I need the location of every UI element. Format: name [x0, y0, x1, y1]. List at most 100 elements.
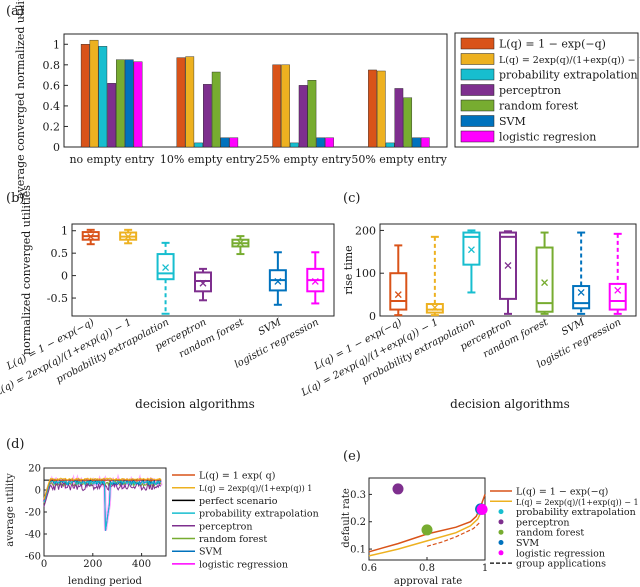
- panel-c-box: [608, 282, 627, 311]
- panel-c-mean-marker: [577, 289, 585, 296]
- panel-a-xtick-label: 10% empty entry: [160, 153, 256, 166]
- panel-a-bar: [211, 71, 221, 148]
- panel-label-c: (c): [343, 191, 360, 206]
- panel-e-xtick-label: 1: [482, 563, 488, 574]
- panel-b-mean-marker: [199, 279, 207, 287]
- panel-e-curve: [368, 509, 483, 557]
- panel-a-legend-label: random forest: [499, 100, 579, 113]
- panel-a-bar: [89, 39, 99, 148]
- panel-e-legend-label: perceptron: [516, 517, 569, 528]
- panel-c-mean-marker: [431, 303, 439, 311]
- panel-a-xtick-label: 50% empty entry: [351, 153, 447, 166]
- panel-a-bar: [176, 57, 186, 148]
- panel-e-ytick-label: 0.1: [350, 545, 366, 556]
- panel-b-mean-marker: [236, 239, 244, 247]
- panel-a-bar: [403, 97, 413, 148]
- panel-b-mean-marker: [274, 277, 282, 285]
- panel-e-legend-label: group applications: [516, 559, 606, 570]
- panel-d-legend-label: L(q) = 2exp(q)/(1+exp(q)) 1: [199, 484, 312, 493]
- panel-d-legend-label: L(q) = 1 exp( q): [199, 471, 275, 482]
- panel-a-bar: [385, 142, 395, 148]
- panel-e-curve: [368, 494, 486, 553]
- panel-a-bar: [316, 137, 326, 148]
- panel-a-bar: [203, 84, 212, 148]
- panel-b-xtick-label: random forest: [177, 316, 246, 360]
- panel-a-bar: [98, 46, 108, 148]
- panel-b-axes-box: [71, 223, 335, 317]
- panel-e-xtick-label: 0.6: [361, 563, 377, 574]
- panel-a-legend-label: SVM: [499, 115, 526, 128]
- panel-e-legend-label: random forest: [516, 528, 584, 539]
- panel-c-box: [535, 246, 554, 313]
- panel-a-legend-label: logistic regresion: [499, 131, 596, 144]
- panel-a-bar: [229, 137, 239, 148]
- panel-b-ytick-label: 0: [61, 270, 68, 283]
- panel-b-mean-marker: [162, 264, 170, 271]
- panel-e-legend-dot: [498, 529, 504, 535]
- panel-b-mean-marker: [87, 233, 95, 241]
- panel-d-legend-label: random forest: [199, 534, 267, 545]
- panel-d-xtick-label: 400: [132, 559, 151, 570]
- panel-d-legend-label: perceptron: [199, 521, 252, 532]
- panel-c-xtick-label: random forest: [481, 316, 550, 360]
- panel-d-ylabel: average utility: [5, 473, 16, 547]
- panel-a-legend-swatch: [460, 84, 495, 96]
- panel-e-legend-dot: [498, 540, 504, 545]
- panel-d-xtick-label: 200: [83, 559, 102, 570]
- panel-c-ytick-label: 0: [369, 310, 376, 323]
- panel-a-bar: [420, 137, 430, 148]
- panel-a-ytick-label: 1: [53, 38, 60, 51]
- panel-a-bar: [298, 85, 308, 148]
- panel-e-xtick-label: 0.8: [419, 563, 435, 574]
- panel-d-line-logistic: [43, 477, 162, 499]
- panel-c-mean-marker: [541, 279, 549, 287]
- panel-b-ytick-label: 1: [61, 225, 68, 238]
- panel-a-legend-label: perceptron: [499, 84, 561, 97]
- panel-d-ytick-label: -20: [25, 508, 41, 519]
- panel-c-mean-marker: [394, 291, 402, 299]
- panel-a-bar: [124, 59, 134, 148]
- panel-e-legend-label: logistic regression: [516, 548, 605, 559]
- panel-a-ytick-label: 0.6: [43, 79, 61, 92]
- panel-c-mean-marker: [504, 262, 512, 269]
- panel-d-legend: L(q) = 1 exp( q) L(q) = 2exp(q)/(1+exp(q)…: [172, 471, 319, 570]
- panel-b-ylabel: normalized converged utilities: [20, 185, 33, 355]
- panel-a-bar: [107, 83, 116, 148]
- panel-a-bar: [116, 59, 125, 148]
- panel-b-ytick-label: 0.5: [51, 247, 69, 260]
- panel-d-ytick-label: -60: [25, 552, 41, 563]
- panel-d-ytick-label: 20: [28, 464, 41, 475]
- panel-a-legend: L(q) = 1 − exp(−q) L(q) = 2exp(q)/(1+exp(…: [454, 32, 640, 148]
- panel-d-legend-label: SVM: [199, 547, 222, 558]
- panel-a-bar: [368, 69, 377, 148]
- panel-c-axes-box: [379, 223, 637, 317]
- panel-a-legend-swatch: [460, 53, 495, 65]
- panel-c-box: [499, 231, 517, 300]
- panel-a-bar-chart: average converged normalized utilities 0…: [14, 0, 448, 199]
- panel-label-e: (e): [343, 449, 361, 464]
- panel-c-box: [425, 303, 444, 314]
- panel-d-ytick-label: -40: [25, 530, 41, 541]
- panel-c-xlabel: decision algorithms: [450, 397, 570, 411]
- panel-e-legend-label: L(q) = 2exp(q)/(1+exp(q)) − 1: [516, 498, 639, 507]
- panel-c-ytick-label: 100: [355, 267, 376, 280]
- panel-a-legend-swatch: [460, 130, 495, 143]
- panel-b-mean-marker: [124, 233, 132, 241]
- panel-a-legend-swatch: [460, 68, 495, 81]
- panel-a-bar: [307, 80, 317, 148]
- panel-c-ylabel: rise time: [342, 245, 355, 294]
- panel-d-xtick-label: 0: [41, 559, 47, 570]
- panel-a-ytick-label: 0: [53, 141, 60, 154]
- panel-c-mean-marker: [467, 246, 475, 254]
- panel-a-bar: [220, 137, 230, 148]
- panel-c-box: [389, 272, 408, 311]
- panel-a-ytick-label: 0.2: [43, 120, 61, 133]
- panel-a-ytick-label: 0.4: [43, 100, 61, 113]
- panel-e-point: [392, 483, 404, 495]
- panel-d-line-random-forest: [43, 478, 162, 504]
- panel-a-bar: [272, 64, 282, 148]
- panel-a-bar: [185, 56, 195, 148]
- panel-b-box: [156, 253, 175, 281]
